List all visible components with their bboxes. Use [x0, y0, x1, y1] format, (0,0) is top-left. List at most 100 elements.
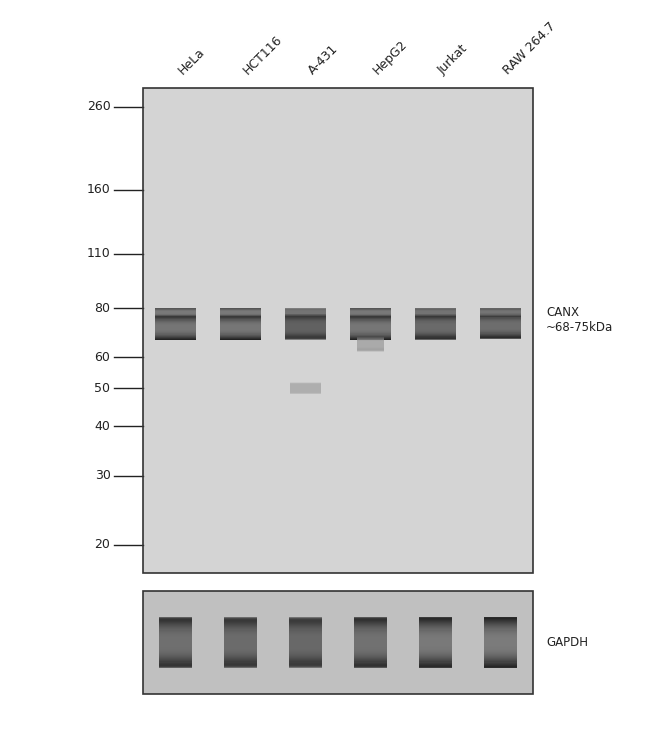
Bar: [220, 321, 261, 333]
Bar: [224, 631, 257, 654]
Bar: [155, 309, 196, 316]
Bar: [220, 320, 261, 335]
Bar: [415, 318, 456, 336]
Bar: [419, 619, 452, 665]
Bar: [285, 308, 326, 316]
Bar: [419, 638, 452, 647]
Bar: [480, 324, 521, 329]
Bar: [358, 341, 384, 348]
Bar: [155, 321, 196, 333]
Bar: [155, 325, 196, 330]
Bar: [220, 309, 261, 316]
Bar: [143, 88, 533, 573]
Bar: [480, 321, 521, 331]
Bar: [289, 635, 322, 650]
Text: Jurkat: Jurkat: [436, 43, 471, 77]
Bar: [289, 639, 322, 645]
Bar: [480, 312, 521, 313]
Bar: [159, 626, 192, 658]
Bar: [289, 624, 322, 661]
Bar: [289, 619, 322, 666]
Bar: [291, 384, 320, 393]
Bar: [159, 624, 192, 661]
Bar: [224, 633, 257, 652]
Bar: [289, 622, 322, 663]
Bar: [484, 631, 517, 654]
Bar: [358, 341, 384, 348]
Bar: [480, 312, 521, 313]
Bar: [415, 309, 456, 316]
Bar: [415, 316, 456, 337]
Bar: [220, 308, 261, 316]
Bar: [354, 632, 387, 653]
Bar: [224, 622, 257, 663]
Bar: [419, 617, 452, 668]
Bar: [291, 386, 320, 390]
Bar: [291, 382, 320, 394]
Bar: [220, 310, 261, 315]
Bar: [354, 621, 387, 664]
Bar: [159, 637, 192, 647]
Bar: [415, 311, 456, 313]
Bar: [224, 638, 257, 647]
Bar: [289, 626, 322, 658]
Bar: [291, 385, 320, 392]
Bar: [480, 310, 521, 315]
Bar: [419, 622, 452, 663]
Bar: [480, 308, 521, 316]
Bar: [224, 626, 257, 658]
Bar: [220, 323, 261, 332]
Bar: [415, 308, 456, 316]
Bar: [224, 637, 257, 647]
Bar: [289, 628, 322, 656]
Bar: [224, 619, 257, 666]
Bar: [480, 324, 521, 327]
Bar: [285, 308, 326, 316]
Bar: [155, 324, 196, 331]
Bar: [159, 617, 192, 667]
Bar: [419, 633, 452, 651]
Bar: [159, 628, 192, 657]
Bar: [480, 310, 521, 314]
Bar: [415, 320, 456, 333]
Bar: [350, 315, 391, 341]
Bar: [224, 632, 257, 653]
Bar: [480, 320, 521, 332]
Bar: [480, 310, 521, 315]
Bar: [224, 621, 257, 664]
Bar: [350, 323, 391, 332]
Bar: [289, 632, 322, 653]
Bar: [289, 619, 322, 665]
Bar: [220, 316, 261, 339]
Bar: [350, 324, 391, 331]
Bar: [358, 338, 384, 350]
Bar: [220, 312, 261, 313]
Bar: [220, 310, 261, 315]
Bar: [350, 317, 391, 338]
Bar: [155, 316, 196, 339]
Bar: [289, 633, 322, 652]
Bar: [350, 310, 391, 314]
Bar: [159, 628, 192, 656]
Bar: [480, 310, 521, 314]
Bar: [480, 323, 521, 330]
Bar: [220, 308, 261, 317]
Bar: [155, 309, 196, 316]
Bar: [350, 309, 391, 316]
Bar: [220, 310, 261, 314]
Bar: [143, 591, 533, 694]
Bar: [155, 323, 196, 332]
Bar: [220, 321, 261, 334]
Bar: [155, 318, 196, 337]
Bar: [480, 322, 521, 330]
Bar: [415, 308, 456, 316]
Text: 80: 80: [94, 302, 111, 314]
Bar: [480, 308, 521, 317]
Bar: [419, 625, 452, 659]
Bar: [220, 325, 261, 330]
Bar: [155, 311, 196, 313]
Text: 30: 30: [95, 469, 110, 482]
Text: 110: 110: [86, 247, 110, 260]
Bar: [224, 625, 257, 659]
Bar: [358, 338, 384, 350]
